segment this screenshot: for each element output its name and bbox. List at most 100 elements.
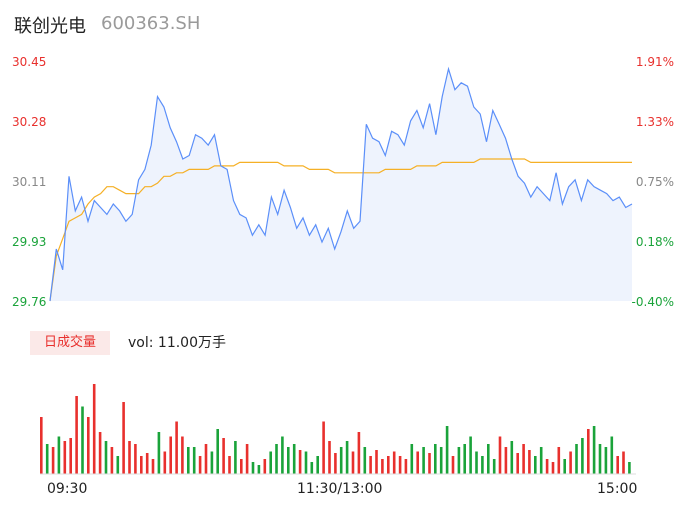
volume-bar: [575, 444, 578, 474]
volume-bar: [492, 459, 496, 474]
volume-bar: [410, 444, 414, 474]
volume-bar: [545, 459, 549, 474]
volume-bar: [87, 417, 90, 474]
volume-bar: [439, 447, 443, 474]
volume-summary: vol: 11.00万手: [128, 335, 226, 351]
volume-bar: [451, 456, 455, 474]
volume-bar: [469, 436, 472, 474]
volume-bar: [51, 447, 55, 474]
volume-bar: [334, 453, 337, 474]
volume-bar: [116, 456, 120, 474]
volume-bar: [234, 441, 237, 474]
volume-bar: [528, 450, 531, 474]
volume-bar: [63, 441, 67, 474]
volume-bar: [345, 441, 349, 474]
volume-tab[interactable]: 日成交量: [30, 331, 110, 355]
pct-tick-label: 0.75%: [635, 175, 674, 189]
volume-bar: [434, 444, 437, 474]
price-tick-label: 30.45: [12, 55, 47, 69]
volume-bar: [351, 451, 355, 474]
volume-bar: [281, 436, 284, 474]
volume-bar: [45, 444, 49, 474]
volume-bar: [628, 462, 631, 474]
volume-bar: [304, 451, 308, 474]
volume-bar: [616, 456, 619, 474]
volume-bar: [363, 447, 367, 474]
volume-bar: [357, 432, 361, 474]
volume-bar: [622, 451, 625, 474]
volume-bar: [498, 436, 502, 474]
volume-bar: [339, 447, 343, 474]
volume-bar: [322, 421, 325, 474]
volume-bar: [604, 447, 608, 474]
x-tick-label: 15:00: [597, 481, 638, 497]
volume-bar: [204, 444, 208, 474]
pct-tick-label: 1.33%: [635, 115, 674, 129]
price-tick-label: 30.11: [12, 175, 47, 189]
volume-bar: [292, 444, 296, 474]
volume-bar: [128, 441, 131, 474]
volume-bar: [98, 432, 102, 474]
volume-bar: [581, 438, 584, 474]
volume-bar: [245, 444, 249, 474]
volume-bar: [75, 396, 78, 474]
price-area: [50, 68, 632, 302]
price-tick-label: 29.93: [12, 235, 47, 249]
volume-bar: [481, 456, 484, 474]
price-line: [49, 66, 633, 302]
volume-bar: [110, 447, 114, 474]
stock-code: 600363.SH: [101, 13, 201, 34]
volume-bar: [81, 406, 84, 474]
volume-bar: [187, 447, 190, 474]
volume-bar: [610, 436, 614, 474]
volume-bar: [316, 456, 319, 474]
volume-bar: [145, 453, 149, 474]
volume-bar: [534, 456, 537, 474]
volume-bar: [257, 465, 261, 474]
volume-bar: [487, 444, 490, 474]
volume-bar: [240, 459, 243, 474]
volume-bar: [151, 459, 155, 474]
volume-bar: [328, 441, 331, 474]
volume-bar: [551, 462, 555, 474]
volume-bar: [228, 456, 231, 474]
volume-bar: [557, 447, 561, 474]
volume-bar: [463, 444, 466, 474]
volume-bar: [157, 432, 161, 474]
average-price-line: [49, 158, 632, 302]
volume-bar: [175, 421, 178, 474]
volume-bar: [210, 451, 214, 474]
volume-bar: [216, 429, 219, 474]
volume-bars: [40, 384, 631, 474]
volume-bar: [569, 451, 572, 474]
volume-bar: [381, 459, 384, 474]
volume-bar: [516, 453, 519, 474]
volume-bar: [387, 456, 390, 474]
volume-bar: [539, 447, 543, 474]
volume-bar: [104, 441, 108, 474]
volume-bar: [69, 438, 72, 474]
volume-bar: [592, 426, 596, 474]
volume-bar: [369, 456, 372, 474]
volume-bar: [404, 459, 408, 474]
volume-bar: [375, 450, 378, 474]
volume-bar: [287, 447, 290, 474]
volume-bar: [457, 447, 461, 474]
volume-bar: [92, 384, 96, 474]
volume-bar: [428, 453, 431, 474]
volume-bar: [57, 436, 61, 474]
pct-tick-label: 1.91%: [635, 55, 674, 69]
volume-bar: [392, 451, 396, 474]
volume-bar: [192, 447, 196, 474]
volume-bar: [181, 436, 184, 474]
volume-bar: [587, 429, 590, 474]
volume-bar: [263, 459, 267, 474]
volume-bar: [169, 436, 172, 474]
volume-bar: [275, 444, 278, 474]
volume-bar: [310, 462, 314, 474]
volume-bar: [134, 444, 137, 474]
pct-tick-label: -0.40%: [631, 295, 674, 309]
x-tick-label: 09:30: [47, 481, 88, 497]
volume-bar: [122, 402, 125, 474]
volume-bar: [140, 456, 143, 474]
